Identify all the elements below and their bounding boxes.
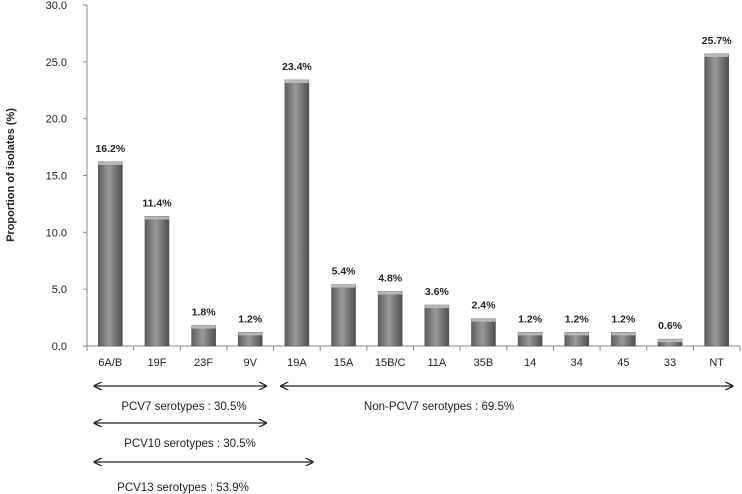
annotation-label: PCV7 serotypes : 30.5%	[121, 401, 246, 413]
bar-15B/C	[377, 291, 403, 347]
x-tick-label: 45	[617, 357, 629, 369]
data-label: 1.8%	[192, 307, 217, 319]
x-tick-label: 19F	[147, 357, 166, 369]
bar-11A	[424, 304, 450, 347]
bar-19A	[284, 79, 310, 347]
data-label: 11.4%	[142, 197, 172, 209]
x-tick-label: 11A	[427, 357, 446, 369]
x-tick-label: 6A/B	[98, 357, 122, 369]
data-label: 23.4%	[282, 61, 312, 73]
x-tick-label: 15B/C	[375, 357, 406, 369]
bar-23F	[191, 325, 216, 347]
bar-15A	[331, 284, 356, 347]
annotation-label: PCV10 serotypes : 30.5%	[124, 438, 256, 450]
y-tick-label: 5.0	[52, 284, 67, 296]
x-tick-label: 34	[571, 357, 583, 369]
x-tick-label: 33	[664, 357, 676, 369]
data-label: 1.2%	[238, 313, 263, 325]
x-tick-label: 19A	[287, 357, 307, 369]
y-axis-label: Proportion of isolates (%)	[5, 108, 17, 242]
bar-top-highlight	[471, 318, 496, 322]
data-label: 3.6%	[425, 286, 450, 298]
bar-top-highlight	[284, 80, 309, 84]
data-label: 1.2%	[611, 313, 636, 325]
bar-6A/B	[98, 161, 123, 347]
data-label: 4.8%	[378, 272, 403, 284]
bar-top-highlight	[238, 332, 263, 336]
bar-top-highlight	[704, 53, 729, 57]
bar-top-highlight	[611, 332, 636, 336]
data-label: 5.4%	[332, 266, 357, 278]
data-label: 2.4%	[471, 300, 496, 312]
data-label: 1.2%	[518, 313, 543, 325]
bar-top-highlight	[98, 161, 123, 165]
y-tick-label: 15.0	[46, 171, 67, 183]
data-label: 25.7%	[702, 35, 732, 47]
x-axis: 6A/B 19F 23F 9V 19A 15A 15B/C 11A 35B 14 34 45 33 NT	[86, 345, 741, 369]
y-tick-label: 0.0	[52, 341, 67, 353]
annotation-label: Non-PCV7 serotypes : 69.5%	[364, 401, 514, 413]
annotation-label: PCV13 serotypes : 53.9%	[117, 482, 249, 494]
bar-top-highlight	[518, 332, 543, 336]
bar-top-highlight	[564, 332, 589, 336]
bar-top-highlight	[144, 216, 169, 220]
y-tick-label: 20.0	[46, 114, 67, 126]
bar-top-highlight	[378, 291, 403, 295]
bar-35B	[471, 318, 496, 347]
annotations: PCV7 serotypes : 30.5% Non-PCV7 serotypes…	[94, 386, 732, 494]
bar-top-highlight	[191, 325, 216, 329]
x-tick-label: 9V	[244, 357, 258, 369]
data-labels: 16.2% 11.4% 1.8% 1.2% 23.4% 5.4% 4.8% 3.6% 2.4% 1…	[95, 35, 732, 332]
bars	[98, 53, 729, 347]
data-label: 1.2%	[565, 313, 590, 325]
x-tick-label: 15A	[334, 357, 354, 369]
bar-19F	[144, 216, 170, 347]
y-tick-label: 25.0	[46, 57, 67, 69]
y-axis: 0.0 5.0 10.0 15.0 20.0 25.0 30.0	[46, 0, 88, 353]
x-tick-label: 35B	[474, 357, 494, 369]
x-tick-label: NT	[709, 357, 724, 369]
data-label: 0.6%	[658, 320, 683, 332]
bar-NT	[704, 53, 729, 347]
y-tick-label: 30.0	[46, 0, 67, 12]
bar-top-highlight	[424, 305, 449, 309]
x-tick-label: 23F	[194, 357, 213, 369]
data-label: 16.2%	[95, 143, 125, 155]
bar-top-highlight	[658, 339, 683, 343]
x-tick-label: 14	[524, 357, 536, 369]
bar-top-highlight	[331, 284, 356, 288]
y-tick-label: 10.0	[46, 227, 67, 239]
